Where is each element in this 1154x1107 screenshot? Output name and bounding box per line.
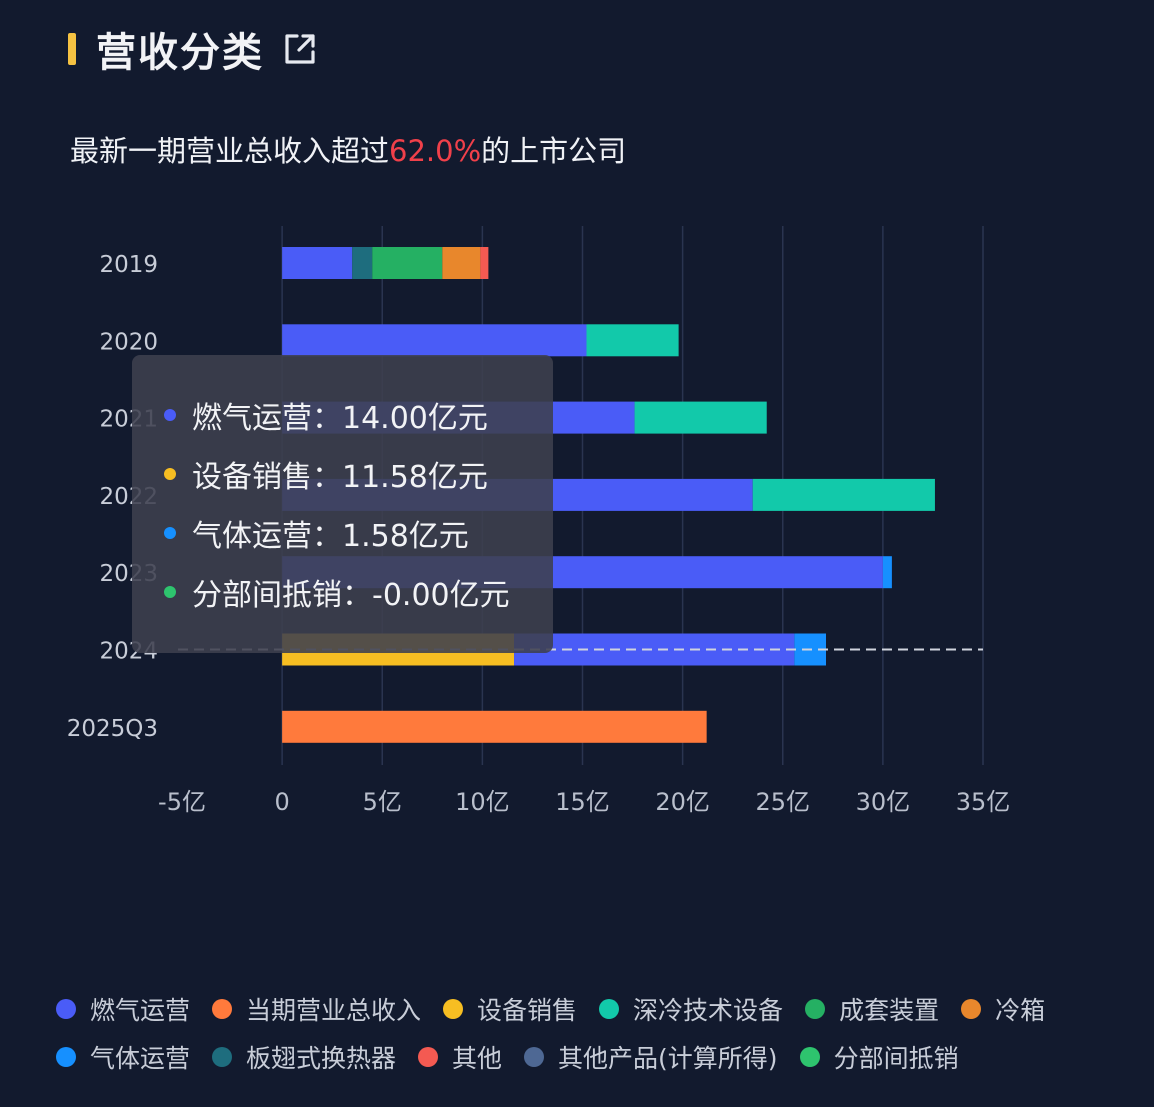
x-tick-label: 30亿 [856, 788, 911, 816]
legend-label: 燃气运营 [90, 996, 191, 1025]
tooltip-text: 分部间抵销：-0.00亿元 [192, 577, 510, 613]
x-tick-label: 5亿 [363, 788, 402, 816]
chart-legend: 燃气运营 当期营业总收入 设备销售 深冷技术设备 成套装置 冷箱 气体运营 板翅… [56, 985, 1146, 1081]
tooltip-text: 燃气运营：14.00亿元 [192, 400, 488, 436]
legend-marker [805, 999, 826, 1019]
legend-marker [799, 1047, 820, 1067]
tooltip-row: 设备销售：11.58亿元 [132, 444, 553, 503]
subtitle-prefix: 最新一期营业总收入超过 [70, 134, 390, 168]
legend-item[interactable]: 成套装置 [805, 991, 939, 1027]
bar-segment[interactable] [634, 401, 767, 434]
bar-segment[interactable] [352, 247, 373, 279]
legend-label: 冷箱 [995, 996, 1046, 1025]
legend-item[interactable]: 深冷技术设备 [599, 991, 783, 1027]
bar-segment[interactable] [752, 478, 935, 511]
legend-item[interactable]: 其他产品(计算所得) [524, 1039, 778, 1075]
legend-label: 其他产品(计算所得) [558, 1044, 778, 1073]
category-label: 2019 [99, 252, 158, 278]
legend-item[interactable]: 其他 [418, 1039, 502, 1075]
tooltip-dot [164, 408, 176, 421]
category-label: 2025Q3 [67, 716, 158, 742]
bar-segment[interactable] [282, 247, 353, 279]
tooltip-dot [164, 526, 176, 539]
legend-item[interactable]: 冷箱 [961, 991, 1045, 1027]
legend-marker [599, 999, 620, 1019]
legend-item[interactable]: 当期营业总收入 [212, 991, 421, 1027]
legend-item[interactable]: 板翅式换热器 [212, 1039, 396, 1075]
x-tick-label: 10亿 [455, 788, 510, 816]
x-tick-label: 20亿 [655, 788, 710, 816]
x-tick-label: 25亿 [755, 788, 810, 816]
x-tick-label: -5亿 [158, 788, 206, 816]
x-tick-label: 0 [274, 788, 289, 816]
legend-label: 设备销售 [477, 996, 578, 1025]
bar-segment[interactable] [586, 324, 679, 357]
bar-segment[interactable] [282, 710, 707, 743]
x-tick-label: 35亿 [956, 788, 1011, 816]
category-label: 2020 [99, 329, 158, 355]
x-tick-label: 15亿 [555, 788, 610, 816]
section-header: 营收分类 [68, 24, 318, 76]
chart-subtitle: 最新一期营业总收入超过62.0%的上市公司 [70, 128, 626, 170]
subtitle-highlight: 62.0% [389, 134, 482, 168]
tooltip-row: 分部间抵销：-0.00亿元 [132, 562, 553, 621]
title-accent-bar [68, 33, 76, 65]
tooltip-text: 气体运营：1.58亿元 [192, 518, 469, 554]
legend-marker [212, 999, 233, 1019]
bar-segment[interactable] [480, 247, 489, 279]
legend-marker [524, 1047, 545, 1067]
chart-tooltip: 燃气运营：14.00亿元 设备销售：11.58亿元 气体运营：1.58亿元 分部… [132, 355, 553, 653]
legend-row: 燃气运营 当期营业总收入 设备销售 深冷技术设备 成套装置 冷箱 [56, 985, 1146, 1033]
legend-label: 当期营业总收入 [246, 996, 422, 1025]
bar-segment[interactable] [372, 247, 443, 279]
external-link-icon[interactable] [282, 31, 318, 67]
legend-label: 气体运营 [90, 1044, 191, 1073]
legend-marker [961, 999, 982, 1019]
tooltip-dot [164, 585, 176, 598]
tooltip-text: 设备销售：11.58亿元 [192, 459, 488, 495]
tooltip-row: 气体运营：1.58亿元 [132, 503, 553, 562]
subtitle-suffix: 的上市公司 [481, 134, 627, 168]
legend-label: 板翅式换热器 [246, 1044, 397, 1073]
legend-label: 成套装置 [839, 996, 940, 1025]
tooltip-dot [164, 467, 176, 480]
legend-item[interactable]: 燃气运营 [56, 991, 190, 1027]
legend-marker [212, 1047, 233, 1067]
legend-row: 气体运营 板翅式换热器 其他 其他产品(计算所得) 分部间抵销 [56, 1033, 1146, 1081]
legend-item[interactable]: 气体运营 [56, 1039, 190, 1075]
legend-marker [56, 999, 76, 1019]
section-title: 营收分类 [96, 30, 264, 76]
legend-item[interactable]: 分部间抵销 [799, 1039, 959, 1075]
bar-segment[interactable] [514, 633, 795, 666]
legend-label: 分部间抵销 [833, 1044, 959, 1073]
bar-segment[interactable] [882, 556, 892, 589]
legend-marker [418, 1047, 439, 1067]
bar-segment[interactable] [282, 324, 587, 357]
tooltip-row: 燃气运营：14.00亿元 [132, 385, 553, 444]
legend-label: 其他 [452, 1044, 503, 1073]
chart-labels: -5亿 0 5亿 10亿 15亿 20亿 25亿 30亿 35亿2019202020212022… [67, 252, 1011, 816]
legend-label: 深冷技术设备 [633, 996, 784, 1025]
bar-segment[interactable] [442, 247, 481, 279]
legend-marker [56, 1047, 76, 1067]
legend-item[interactable]: 设备销售 [443, 991, 577, 1027]
legend-marker [443, 999, 464, 1019]
